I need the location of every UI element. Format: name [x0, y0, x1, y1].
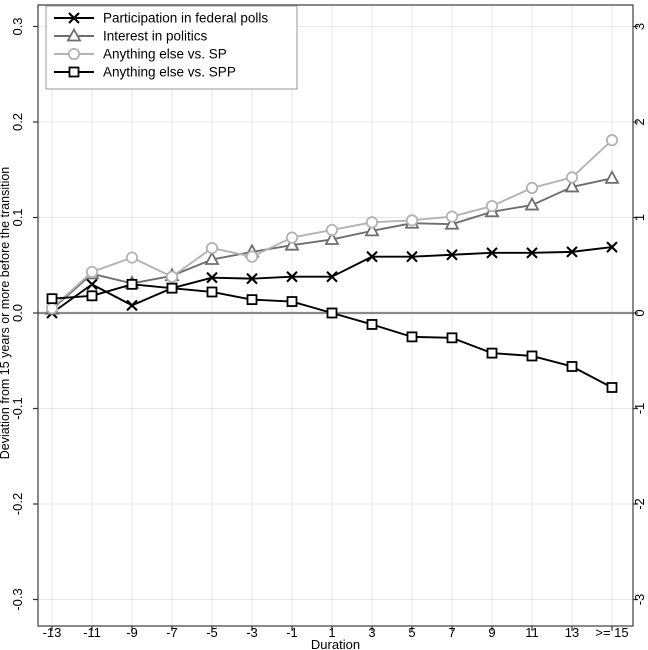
x-marker: [286, 270, 298, 283]
x-tick-label: >= 15: [595, 625, 628, 640]
triangle-marker: [324, 231, 340, 245]
y-tick-label-left: -0.1: [10, 397, 25, 419]
triangle-marker: [564, 178, 580, 193]
square-marker: [366, 319, 378, 330]
x-marker: [566, 246, 578, 258]
square-marker: [286, 296, 298, 307]
square-marker: [166, 282, 178, 294]
x-tick-label: -5: [206, 625, 218, 640]
x-tick-label: 1: [328, 625, 335, 640]
y-tick-label-right: -1: [632, 403, 647, 415]
square-marker: [326, 307, 338, 319]
x-marker: [326, 270, 338, 283]
y-tick-label-left: 0.2: [10, 113, 25, 131]
circle-marker: [325, 223, 339, 237]
circle-marker: [285, 231, 299, 244]
square-marker: [68, 66, 80, 78]
x-tick-label: -9: [126, 625, 138, 640]
square-marker: [526, 350, 538, 362]
y-tick-label-right: 0: [632, 309, 647, 316]
triangle-marker: [204, 251, 220, 265]
circle-marker: [565, 171, 579, 184]
x-tick-label: -7: [166, 625, 178, 640]
y-tick-label-right: 1: [632, 214, 647, 221]
x-axis-title: Duration: [311, 637, 360, 650]
circle-marker: [67, 47, 81, 61]
legend-label: Interest in politics: [103, 29, 208, 44]
y-tick-label-left: -0.2: [10, 493, 25, 515]
circle-marker: [445, 210, 459, 223]
x-marker: [126, 299, 138, 312]
y-tick-label-left: 0.3: [10, 17, 25, 35]
triangle-marker: [284, 236, 300, 251]
x-tick-label: -11: [83, 625, 101, 640]
legend-label: Participation in federal polls: [103, 11, 268, 26]
circle-marker: [45, 302, 59, 315]
triangle-marker: [444, 215, 460, 230]
x-marker: [406, 250, 418, 263]
x-tick-label: -3: [246, 625, 258, 640]
x-marker: [68, 12, 80, 24]
y-tick-label-right: 3: [632, 23, 647, 30]
square-marker: [86, 290, 98, 302]
y-tick-label-right: -2: [632, 498, 647, 510]
x-tick-label: 5: [408, 625, 415, 640]
y-tick-label-left: 0.1: [10, 208, 25, 226]
legend-box: [45, 5, 298, 90]
plot-border: [37, 4, 634, 627]
x-tick-label: -1: [286, 625, 298, 640]
square-marker: [206, 286, 218, 298]
circle-marker: [165, 270, 179, 283]
circle-marker: [525, 181, 539, 194]
square-marker: [486, 347, 498, 359]
y-tick-label-right: -3: [632, 594, 647, 606]
circle-marker: [245, 250, 259, 263]
x-marker: [366, 250, 378, 263]
x-marker: [606, 241, 618, 253]
x-tick-label: 3: [368, 625, 375, 640]
triangle-marker: [604, 169, 620, 184]
square-marker: [606, 382, 618, 393]
square-marker: [46, 293, 58, 305]
x-tick-label: 7: [448, 625, 455, 640]
square-marker: [566, 361, 578, 372]
x-marker: [446, 249, 458, 261]
circle-marker: [605, 134, 619, 147]
legend-label: Anything else vs. SP: [103, 47, 227, 62]
x-marker: [86, 278, 98, 291]
circle-marker: [85, 265, 99, 279]
square-marker: [406, 331, 418, 343]
square-marker: [446, 332, 458, 344]
circle-marker: [205, 241, 219, 255]
x-marker: [246, 272, 258, 285]
legend-label: Anything else vs. SPP: [103, 65, 236, 80]
triangle-marker: [66, 27, 82, 42]
triangle-marker: [364, 222, 380, 237]
circle-marker: [125, 251, 139, 264]
x-tick-label: 13: [565, 625, 579, 640]
circle-marker: [365, 216, 379, 229]
x-marker: [526, 247, 538, 259]
circle-marker: [405, 214, 419, 227]
x-tick-label: 9: [488, 625, 495, 640]
square-marker: [126, 278, 138, 290]
y-tick-label-left: 0.0: [10, 304, 25, 322]
circle-marker: [485, 199, 499, 213]
x-tick-label: -13: [43, 625, 62, 640]
triangle-marker: [524, 196, 540, 211]
x-marker: [486, 247, 498, 259]
x-marker: [206, 271, 218, 284]
x-tick-label: 11: [525, 625, 539, 640]
y-tick-label-right: 2: [632, 118, 647, 125]
y-tick-label-left: -0.3: [10, 588, 25, 610]
y-axis-title: Deviation from 15 years or more before t…: [0, 167, 12, 460]
square-marker: [246, 294, 258, 306]
